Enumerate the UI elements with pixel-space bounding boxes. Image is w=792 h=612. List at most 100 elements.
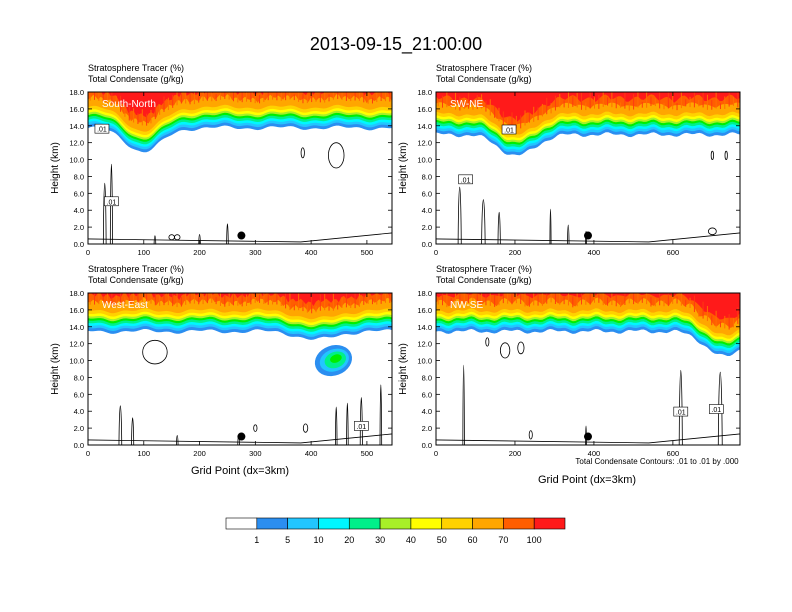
contour-label-text: .01: [107, 199, 117, 206]
colorbar-label: 30: [375, 535, 385, 545]
x-tick-label: 600: [667, 248, 680, 257]
contour-label-box: [709, 404, 724, 414]
contour-label-box: [501, 124, 517, 135]
colorbar: 1 5 10 20 30 40 50 60 70 100: [225, 517, 566, 545]
y-tick-label: 10.0: [417, 357, 432, 366]
y-tick-label: 8.0: [422, 172, 432, 181]
contour-label-text: .01: [356, 424, 366, 431]
panel-title-line2: Total Condensate (g/kg): [436, 74, 532, 84]
panel-title-line1: Stratosphere Tracer (%): [436, 63, 532, 73]
x-tick-label: 500: [361, 248, 374, 257]
contour-label-text: .01: [676, 410, 686, 417]
contour-label-box: [104, 196, 119, 207]
ground-contour: [88, 433, 392, 444]
contour-label-box: [458, 174, 473, 185]
plot-area: .01 .01: [436, 293, 740, 445]
condensate-contour: [334, 406, 338, 445]
colorbar-box: [256, 517, 288, 530]
x-tick-label: 500: [361, 449, 374, 458]
contour-label-text: .01: [461, 177, 471, 184]
contour-label-box: [94, 123, 110, 134]
plot-frame: [87, 292, 393, 446]
plot-frame: [435, 292, 741, 446]
colorbar-box: [225, 517, 258, 530]
plot-frame: [87, 91, 393, 245]
condensate-loop: [485, 337, 490, 347]
y-tick-label: 8.0: [74, 172, 84, 181]
x-tick-label: 0: [86, 449, 90, 458]
condensate-contour: [131, 417, 135, 445]
y-tick-label: 10.0: [69, 357, 84, 366]
colorbar-label: 20: [344, 535, 354, 545]
contour-footnote: Total Condensate Contours: .01 to .01 by…: [575, 457, 739, 466]
panel-west-east: .01 West-East Stratosphere Tracer (%)Total…: [50, 264, 393, 458]
plot-frame: [435, 91, 741, 245]
y-tick-label: 2.0: [74, 424, 84, 433]
y-tick-label: 18.0: [417, 289, 432, 298]
condensate-contour: [717, 372, 723, 445]
condensate-loop: [499, 342, 511, 359]
panel-south-north: .01 .01 South-North Stratosphere Tracer (%)…: [50, 63, 393, 257]
y-tick-label: 18.0: [69, 289, 84, 298]
ground-contour: [88, 232, 392, 243]
page-title: 2013-09-15_21:00:00: [310, 34, 482, 55]
panel-title-line1: Stratosphere Tracer (%): [88, 264, 184, 274]
y-axis-label: Height (km): [398, 142, 409, 194]
condensate-loop: [142, 339, 168, 365]
condensate-loop: [710, 150, 714, 160]
contour-label-box: [673, 406, 689, 417]
contour-label-box: [354, 421, 369, 431]
y-tick-label: 0.0: [74, 441, 84, 450]
colorbar-box: [318, 517, 350, 530]
colorbar-label: 5: [285, 535, 290, 545]
panel-label: South-North: [102, 99, 156, 110]
y-tick-label: 6.0: [74, 189, 84, 198]
colorbar-box: [533, 517, 566, 530]
y-tick-label: 6.0: [422, 390, 432, 399]
colorbar-label: 70: [498, 535, 508, 545]
x-axis-label-left: Grid Point (dx=3km): [191, 465, 289, 477]
condensate-contour: [379, 384, 383, 445]
x-tick-label: 400: [588, 449, 601, 458]
x-tick-label: 0: [434, 248, 438, 257]
y-tick-label: 16.0: [69, 105, 84, 114]
y-tick-label: 14.0: [69, 122, 84, 131]
y-tick-label: 6.0: [422, 189, 432, 198]
x-tick-label: 600: [667, 449, 680, 458]
tracer-blob-30: [330, 354, 342, 363]
colorbar-box: [472, 517, 504, 530]
condensate-loop: [517, 341, 525, 355]
x-tick-label: 400: [305, 248, 318, 257]
x-tick-label: 200: [193, 248, 206, 257]
x-tick-label: 200: [509, 449, 522, 458]
colorbar-box: [441, 517, 473, 530]
panel-title-line2: Total Condensate (g/kg): [436, 275, 532, 285]
y-tick-label: 4.0: [422, 206, 432, 215]
panel-label: SW-NE: [450, 99, 483, 110]
condensate-loop: [253, 424, 258, 432]
x-tick-label: 400: [588, 248, 601, 257]
condensate-contour: [497, 211, 501, 244]
y-tick-label: 8.0: [422, 373, 432, 382]
condensate-loop: [300, 147, 305, 159]
y-tick-label: 18.0: [69, 88, 84, 97]
condensate-contour: [176, 435, 179, 445]
condensate-contour: [585, 230, 588, 244]
ground-contour: [436, 232, 740, 243]
location-marker: [584, 432, 592, 441]
condensate-contour: [198, 234, 201, 244]
x-tick-label: 200: [193, 449, 206, 458]
x-tick-label: 100: [138, 248, 151, 257]
y-tick-label: 8.0: [74, 373, 84, 382]
y-tick-label: 0.0: [422, 441, 432, 450]
y-axis-label: Height (km): [50, 343, 61, 395]
location-marker: [237, 432, 246, 441]
y-tick-label: 0.0: [74, 240, 84, 249]
y-tick-label: 16.0: [417, 105, 432, 114]
condensate-loop: [708, 227, 717, 236]
location-marker: [237, 231, 246, 240]
panel-title-line1: Stratosphere Tracer (%): [436, 264, 532, 274]
colorbar-label: 50: [437, 535, 447, 545]
colorbar-box: [410, 517, 443, 530]
condensate-contour: [346, 403, 349, 445]
